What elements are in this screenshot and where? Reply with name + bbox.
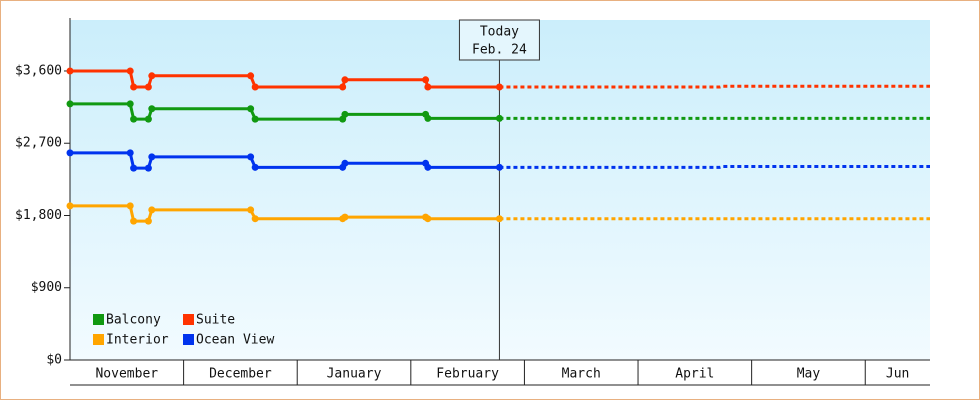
legend-label: Suite [196,313,235,328]
point [130,164,138,172]
point [148,206,156,214]
legend-label: Interior [106,333,169,348]
point [251,163,259,171]
plot-area [70,20,930,360]
point [341,159,349,167]
x-tick-label: April [675,367,714,382]
point [251,83,259,91]
point [341,110,349,118]
x-tick-label: January [327,367,382,382]
point [126,202,134,210]
legend-swatch [93,334,104,345]
point [424,215,432,223]
point [130,217,138,225]
point [126,67,134,75]
today-box [458,19,540,61]
point [148,72,156,80]
point [144,217,152,225]
legend-label: Balcony [106,313,161,328]
point [66,149,74,157]
point [341,213,349,221]
point [424,83,432,91]
y-tick-label: $3,600 [15,63,62,78]
point [424,114,432,122]
x-tick-label: February [436,367,499,382]
point [247,206,255,214]
point [422,76,430,84]
legend-label: Ocean View [196,333,274,348]
point [247,105,255,113]
point [495,215,503,223]
x-tick-label: December [209,367,272,382]
point [130,83,138,91]
point [66,202,74,210]
today-label: Today [480,25,519,40]
point [424,163,432,171]
point [66,67,74,75]
y-tick-label: $0 [46,353,62,368]
today-label: Feb. 24 [472,43,527,58]
point [144,164,152,172]
point [339,83,347,91]
point [144,83,152,91]
point [495,163,503,171]
legend-swatch [183,334,194,345]
point [247,72,255,80]
y-tick-label: $1,800 [15,208,62,223]
point [341,76,349,84]
point [251,115,259,123]
point [66,100,74,108]
point [495,114,503,122]
point [251,215,259,223]
point [148,153,156,161]
point [144,115,152,123]
legend-swatch [183,314,194,325]
legend-swatch [93,314,104,325]
x-tick-label: November [95,367,158,382]
x-tick-label: Jun [886,367,909,382]
y-tick-label: $2,700 [15,136,62,151]
point [126,100,134,108]
point [126,149,134,157]
point [130,115,138,123]
x-tick-label: May [797,367,821,382]
point [495,83,503,91]
y-tick-label: $900 [31,280,62,295]
x-tick-label: March [562,367,601,382]
point [148,105,156,113]
point [247,153,255,161]
